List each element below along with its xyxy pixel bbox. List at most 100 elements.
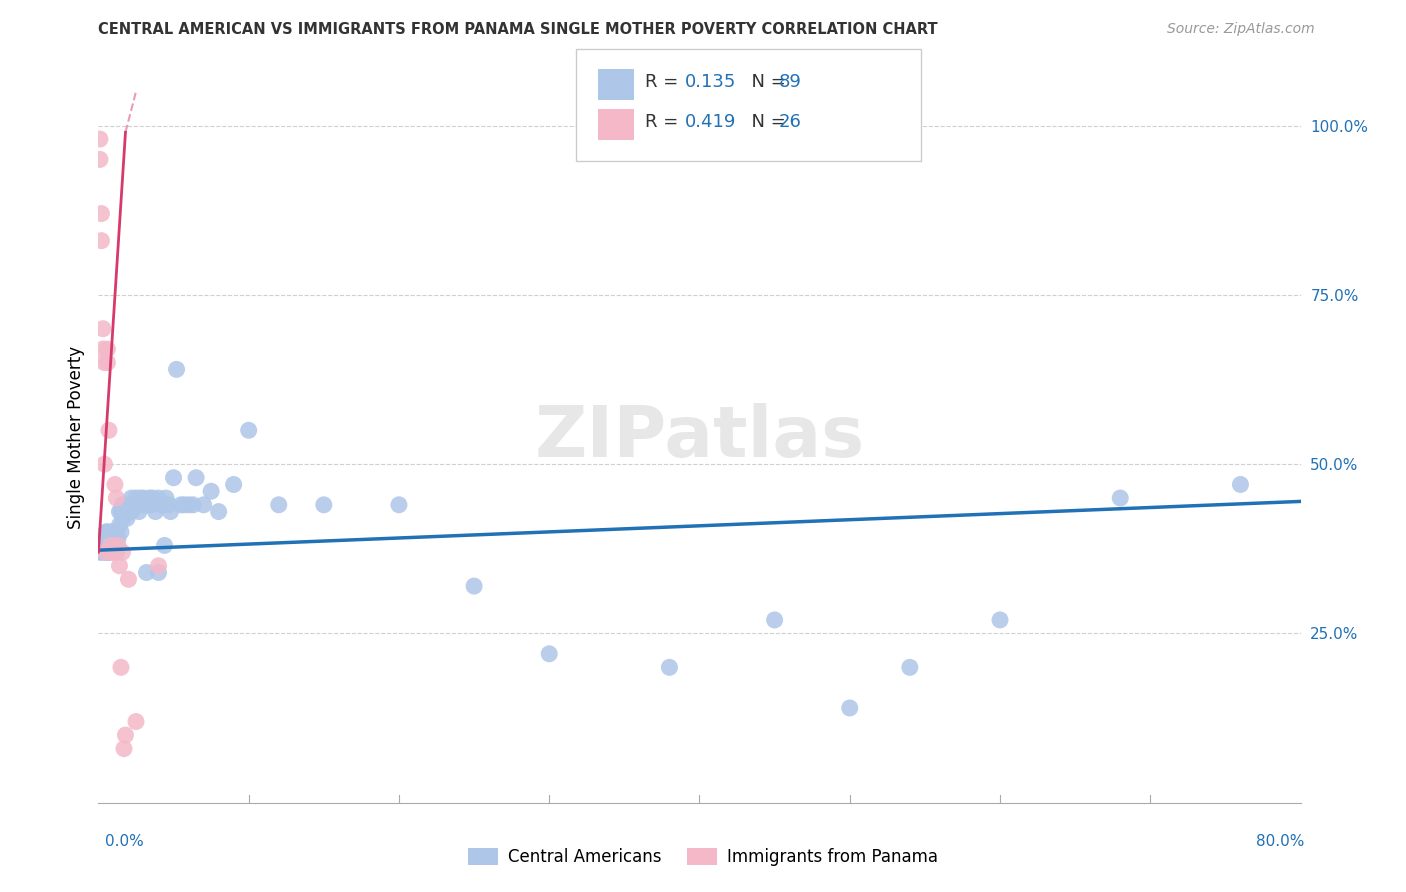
Point bbox=[139, 498, 162, 512]
Point bbox=[222, 477, 245, 491]
Point bbox=[135, 566, 157, 580]
Point bbox=[988, 613, 1011, 627]
Point bbox=[121, 491, 143, 505]
Point bbox=[118, 498, 141, 512]
Point bbox=[111, 545, 134, 559]
Text: ZIPatlas: ZIPatlas bbox=[534, 402, 865, 472]
Point bbox=[136, 498, 159, 512]
Text: 26: 26 bbox=[779, 113, 801, 131]
Point bbox=[658, 660, 681, 674]
Point bbox=[97, 423, 120, 437]
Point bbox=[129, 491, 152, 505]
Point bbox=[124, 498, 146, 512]
Point bbox=[898, 660, 921, 674]
Point bbox=[111, 498, 134, 512]
Point bbox=[91, 532, 114, 546]
Point bbox=[108, 505, 131, 519]
Point bbox=[538, 647, 561, 661]
Point bbox=[91, 342, 114, 356]
Point bbox=[312, 498, 335, 512]
Point bbox=[388, 498, 411, 512]
Point bbox=[1229, 477, 1251, 491]
Point bbox=[93, 457, 115, 471]
Point bbox=[91, 322, 114, 336]
Point bbox=[200, 484, 222, 499]
Point bbox=[103, 545, 125, 559]
Point bbox=[112, 741, 135, 756]
Point bbox=[238, 423, 260, 437]
Point bbox=[110, 660, 132, 674]
Text: 80.0%: 80.0% bbox=[1257, 834, 1305, 848]
Point bbox=[105, 491, 128, 505]
Legend: Central Americans, Immigrants from Panama: Central Americans, Immigrants from Panam… bbox=[461, 841, 945, 873]
Point bbox=[96, 545, 118, 559]
Point bbox=[170, 498, 193, 512]
Point bbox=[152, 498, 174, 512]
Text: N =: N = bbox=[740, 113, 792, 131]
Point bbox=[108, 518, 131, 533]
Point bbox=[115, 511, 138, 525]
Point bbox=[107, 538, 129, 552]
Point bbox=[208, 505, 231, 519]
Point bbox=[101, 538, 124, 552]
Point bbox=[463, 579, 485, 593]
Point bbox=[121, 505, 143, 519]
Point bbox=[105, 545, 128, 559]
Text: Source: ZipAtlas.com: Source: ZipAtlas.com bbox=[1167, 22, 1315, 37]
Point bbox=[112, 505, 135, 519]
Point bbox=[89, 545, 111, 559]
Point bbox=[763, 613, 786, 627]
Point bbox=[104, 477, 127, 491]
Point bbox=[104, 538, 127, 552]
Text: 0.0%: 0.0% bbox=[105, 834, 145, 848]
Point bbox=[94, 545, 117, 559]
Point bbox=[1109, 491, 1132, 505]
Point bbox=[148, 566, 170, 580]
Text: 89: 89 bbox=[779, 73, 801, 91]
Point bbox=[145, 505, 167, 519]
Point bbox=[838, 701, 860, 715]
Point bbox=[101, 532, 124, 546]
Point bbox=[89, 538, 111, 552]
Point bbox=[162, 471, 184, 485]
Point bbox=[177, 498, 200, 512]
Point bbox=[100, 532, 122, 546]
Point bbox=[94, 538, 117, 552]
Text: R =: R = bbox=[645, 113, 685, 131]
Point bbox=[173, 498, 195, 512]
Point bbox=[93, 355, 115, 369]
Point bbox=[105, 524, 128, 539]
Point bbox=[89, 132, 111, 146]
Point bbox=[159, 505, 181, 519]
Point bbox=[134, 498, 156, 512]
Point bbox=[94, 545, 117, 559]
Point bbox=[117, 505, 139, 519]
Point bbox=[166, 362, 188, 376]
Point bbox=[131, 498, 153, 512]
Point bbox=[111, 511, 134, 525]
Point bbox=[103, 538, 125, 552]
Point bbox=[90, 234, 112, 248]
Point bbox=[125, 491, 148, 505]
Point bbox=[148, 491, 170, 505]
Point bbox=[96, 342, 118, 356]
Point bbox=[155, 491, 177, 505]
Point bbox=[91, 538, 114, 552]
Point bbox=[93, 532, 115, 546]
Point bbox=[94, 524, 117, 539]
Y-axis label: Single Mother Poverty: Single Mother Poverty bbox=[66, 345, 84, 529]
Text: 0.419: 0.419 bbox=[685, 113, 737, 131]
Text: N =: N = bbox=[740, 73, 792, 91]
Text: CENTRAL AMERICAN VS IMMIGRANTS FROM PANAMA SINGLE MOTHER POVERTY CORRELATION CHA: CENTRAL AMERICAN VS IMMIGRANTS FROM PANA… bbox=[98, 22, 938, 37]
Point bbox=[90, 206, 112, 220]
Point bbox=[110, 524, 132, 539]
Point bbox=[100, 524, 122, 539]
Point bbox=[181, 498, 204, 512]
Point bbox=[122, 498, 145, 512]
Point bbox=[150, 498, 173, 512]
Point bbox=[96, 538, 118, 552]
Text: 0.135: 0.135 bbox=[685, 73, 737, 91]
Point bbox=[114, 728, 136, 742]
Point bbox=[96, 524, 118, 539]
Point bbox=[267, 498, 290, 512]
